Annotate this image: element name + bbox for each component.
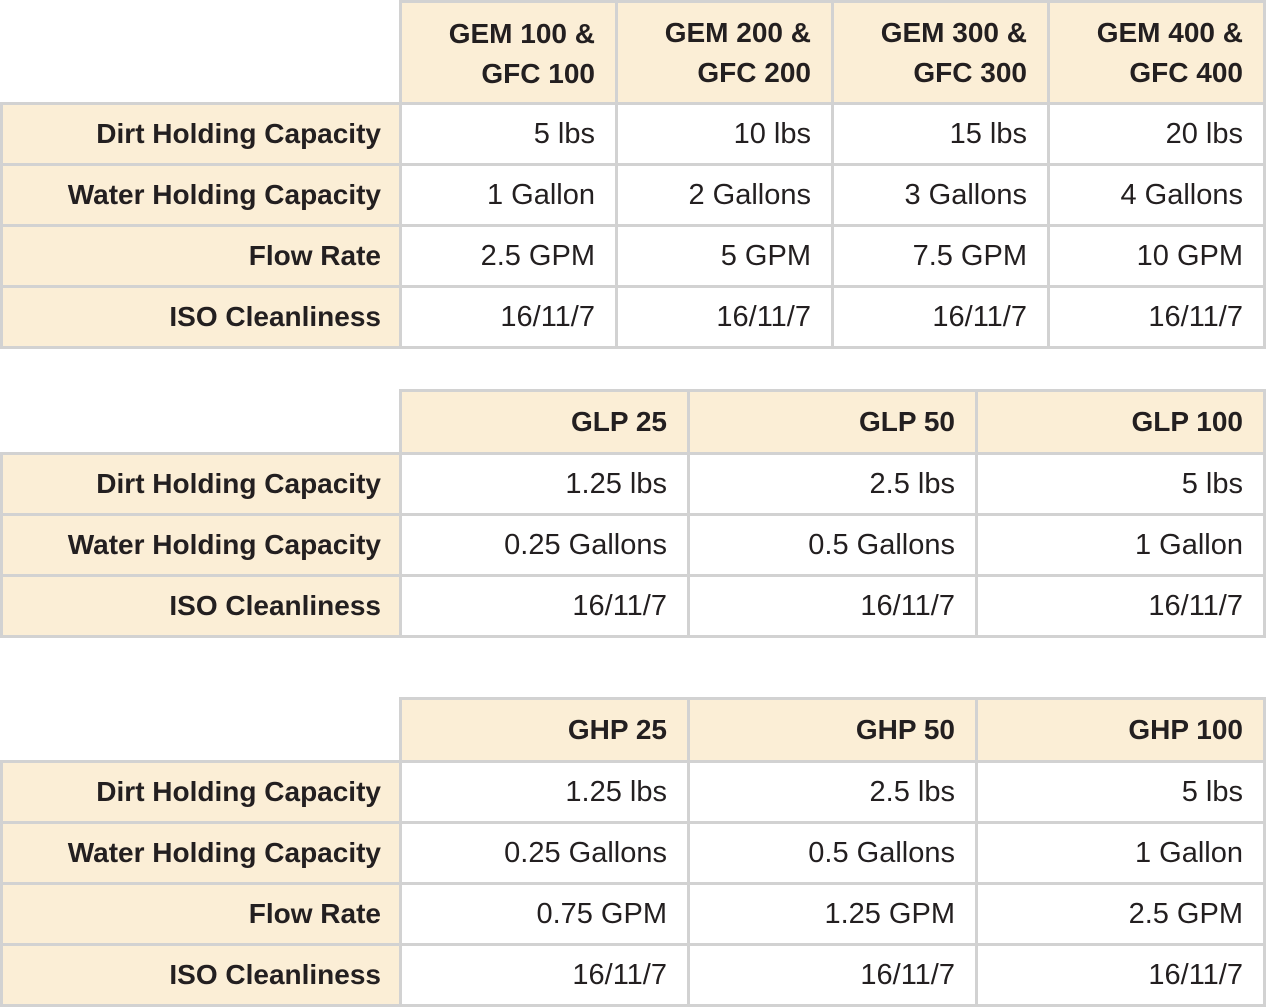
table-cell: 5 lbs bbox=[975, 452, 1266, 516]
table-cell: 10 GPM bbox=[1047, 224, 1266, 288]
table-row: Water Holding Capacity 0.25 Gallons 0.5 … bbox=[0, 513, 1266, 577]
table-cell: 2.5 GPM bbox=[975, 882, 1266, 946]
row-label: Water Holding Capacity bbox=[0, 163, 402, 227]
header-row: GHP 25 GHP 50 GHP 100 bbox=[0, 697, 1266, 763]
table-cell: 20 lbs bbox=[1047, 102, 1266, 166]
table-cell: 1.25 lbs bbox=[399, 452, 690, 516]
table-cell: 2 Gallons bbox=[615, 163, 834, 227]
table-cell: 5 lbs bbox=[399, 102, 618, 166]
table-cell: 0.25 Gallons bbox=[399, 513, 690, 577]
column-header: GLP 100 bbox=[975, 389, 1266, 455]
header-row: GLP 25 GLP 50 GLP 100 bbox=[0, 389, 1266, 455]
table-row: Dirt Holding Capacity 5 lbs 10 lbs 15 lb… bbox=[0, 102, 1266, 166]
row-label: ISO Cleanliness bbox=[0, 285, 402, 349]
table-cell: 16/11/7 bbox=[399, 943, 690, 1007]
table-cell: 1 Gallon bbox=[399, 163, 618, 227]
row-label: ISO Cleanliness bbox=[0, 943, 402, 1007]
table-cell: 3 Gallons bbox=[831, 163, 1050, 227]
table-cell: 10 lbs bbox=[615, 102, 834, 166]
table-row: Flow Rate 0.75 GPM 1.25 GPM 2.5 GPM bbox=[0, 882, 1266, 946]
table-cell: 0.5 Gallons bbox=[687, 513, 978, 577]
column-header-text: GEM 200 & GFC 200 bbox=[664, 16, 811, 88]
column-header: GLP 50 bbox=[687, 389, 978, 455]
table-cell: 16/11/7 bbox=[975, 943, 1266, 1007]
row-label: Dirt Holding Capacity bbox=[0, 452, 402, 516]
table-cell: 2.5 lbs bbox=[687, 760, 978, 824]
column-header: GLP 25 bbox=[399, 389, 690, 455]
column-header-text: GEM 400 & GFC 400 bbox=[1096, 16, 1243, 88]
column-header-text: GEM 300 & GFC 300 bbox=[880, 16, 1027, 88]
table-cell: 16/11/7 bbox=[687, 574, 978, 638]
row-label: Flow Rate bbox=[0, 882, 402, 946]
table-row: ISO Cleanliness 16/11/7 16/11/7 16/11/7 bbox=[0, 943, 1266, 1007]
table-row: ISO Cleanliness 16/11/7 16/11/7 16/11/7 bbox=[0, 574, 1266, 638]
table-row: ISO Cleanliness 16/11/7 16/11/7 16/11/7 … bbox=[0, 285, 1266, 349]
table-cell: 1.25 GPM bbox=[687, 882, 978, 946]
table-cell: 1 Gallon bbox=[975, 821, 1266, 885]
gem-gfc-spec-table: GEM 100 & GFC 100 GEM 200 & GFC 200 GEM … bbox=[0, 0, 1266, 349]
table-row: Dirt Holding Capacity 1.25 lbs 2.5 lbs 5… bbox=[0, 452, 1266, 516]
table-cell: 15 lbs bbox=[831, 102, 1050, 166]
table-cell: 16/11/7 bbox=[687, 943, 978, 1007]
table-cell: 16/11/7 bbox=[975, 574, 1266, 638]
table-cell: 0.5 Gallons bbox=[687, 821, 978, 885]
table-cell: 2.5 GPM bbox=[399, 224, 618, 288]
table-cell: 16/11/7 bbox=[399, 285, 618, 349]
ghp-spec-table: GHP 25 GHP 50 GHP 100 Dirt Holding Capac… bbox=[0, 697, 1266, 1007]
table-cell: 16/11/7 bbox=[1047, 285, 1266, 349]
table-cell: 0.25 Gallons bbox=[399, 821, 690, 885]
column-header: GHP 25 bbox=[399, 697, 690, 763]
row-label: Dirt Holding Capacity bbox=[0, 760, 402, 824]
table-cell: 16/11/7 bbox=[399, 574, 690, 638]
table-row: Dirt Holding Capacity 1.25 lbs 2.5 lbs 5… bbox=[0, 760, 1266, 824]
table-cell: 1.25 lbs bbox=[399, 760, 690, 824]
row-label: Water Holding Capacity bbox=[0, 821, 402, 885]
table-cell: 16/11/7 bbox=[831, 285, 1050, 349]
table-row: Flow Rate 2.5 GPM 5 GPM 7.5 GPM 10 GPM bbox=[0, 224, 1266, 288]
row-label: ISO Cleanliness bbox=[0, 574, 402, 638]
column-header: GEM 300 & GFC 300 bbox=[831, 0, 1050, 105]
column-header: GEM 100 & GFC 100 bbox=[399, 0, 618, 105]
table-cell: 1 Gallon bbox=[975, 513, 1266, 577]
column-header: GEM 400 & GFC 400 bbox=[1047, 0, 1266, 105]
row-label: Water Holding Capacity bbox=[0, 513, 402, 577]
table-cell: 0.75 GPM bbox=[399, 882, 690, 946]
header-row: GEM 100 & GFC 100 GEM 200 & GFC 200 GEM … bbox=[0, 0, 1266, 105]
corner-cell bbox=[0, 0, 402, 105]
row-label: Dirt Holding Capacity bbox=[0, 102, 402, 166]
column-header: GEM 200 & GFC 200 bbox=[615, 0, 834, 105]
corner-cell bbox=[0, 697, 402, 763]
table-cell: 4 Gallons bbox=[1047, 163, 1266, 227]
column-header: GHP 50 bbox=[687, 697, 978, 763]
glp-spec-table: GLP 25 GLP 50 GLP 100 Dirt Holding Capac… bbox=[0, 389, 1266, 638]
table-row: Water Holding Capacity 1 Gallon 2 Gallon… bbox=[0, 163, 1266, 227]
column-header: GHP 100 bbox=[975, 697, 1266, 763]
row-label: Flow Rate bbox=[0, 224, 402, 288]
table-row: Water Holding Capacity 0.25 Gallons 0.5 … bbox=[0, 821, 1266, 885]
table-cell: 2.5 lbs bbox=[687, 452, 978, 516]
table-cell: 5 lbs bbox=[975, 760, 1266, 824]
table-cell: 5 GPM bbox=[615, 224, 834, 288]
table-cell: 7.5 GPM bbox=[831, 224, 1050, 288]
table-cell: 16/11/7 bbox=[615, 285, 834, 349]
column-header-text: GEM 100 & GFC 100 bbox=[448, 17, 595, 89]
corner-cell bbox=[0, 389, 402, 455]
